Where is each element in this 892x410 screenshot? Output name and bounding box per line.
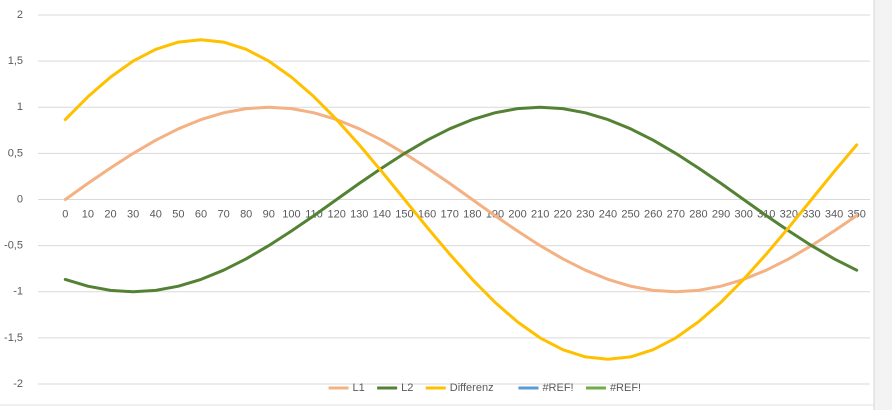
x-tick-label: 340 [825, 208, 843, 220]
y-tick-label: 2 [17, 9, 23, 21]
y-tick-label: -1 [13, 286, 23, 298]
legend-label: L1 [353, 382, 365, 394]
x-tick-label: 40 [150, 208, 162, 220]
series-line [63, 38, 859, 361]
x-tick-label: 90 [263, 208, 275, 220]
series-line [63, 105, 859, 294]
y-tick-label: -1,5 [4, 332, 23, 344]
x-tick-label: 0 [62, 208, 68, 220]
x-tick-label: 200 [508, 208, 526, 220]
y-tick-label: 0 [17, 193, 23, 205]
x-tick-label: 220 [554, 208, 572, 220]
x-tick-label: 230 [576, 208, 594, 220]
legend-label: Differenz [450, 382, 494, 394]
x-tick-label: 280 [689, 208, 707, 220]
y-tick-label: 0,5 [8, 147, 23, 159]
x-tick-label: 140 [373, 208, 391, 220]
x-tick-label: 30 [127, 208, 139, 220]
y-tick-label: 1 [17, 101, 23, 113]
legend-label: #REF! [542, 382, 573, 394]
x-tick-label: 20 [104, 208, 116, 220]
x-tick-label: 240 [599, 208, 617, 220]
x-tick-label: 270 [667, 208, 685, 220]
x-tick-label: 50 [172, 208, 184, 220]
x-tick-label: 70 [217, 208, 229, 220]
x-tick-label: 100 [282, 208, 300, 220]
x-tick-label: 330 [802, 208, 820, 220]
x-tick-label: 80 [240, 208, 252, 220]
x-tick-label: 180 [463, 208, 481, 220]
x-tick-label: 60 [195, 208, 207, 220]
y-tick-label: -2 [13, 378, 23, 390]
x-tick-label: 250 [621, 208, 639, 220]
x-tick-label: 160 [418, 208, 436, 220]
x-tick-label: 210 [531, 208, 549, 220]
x-tick-label: 260 [644, 208, 662, 220]
sheet-edge [874, 0, 892, 410]
y-tick-label: -0,5 [4, 240, 23, 252]
x-tick-label: 320 [780, 208, 798, 220]
legend-label: #REF! [610, 382, 641, 394]
x-tick-label: 300 [734, 208, 752, 220]
series-line [63, 105, 859, 294]
x-tick-label: 170 [441, 208, 459, 220]
x-tick-label: 290 [712, 208, 730, 220]
y-tick-label: 1,5 [8, 55, 23, 67]
x-tick-label: 120 [327, 208, 345, 220]
x-tick-label: 130 [350, 208, 368, 220]
legend-label: L2 [401, 382, 413, 394]
x-tick-label: 10 [82, 208, 94, 220]
x-tick-label: 150 [395, 208, 413, 220]
